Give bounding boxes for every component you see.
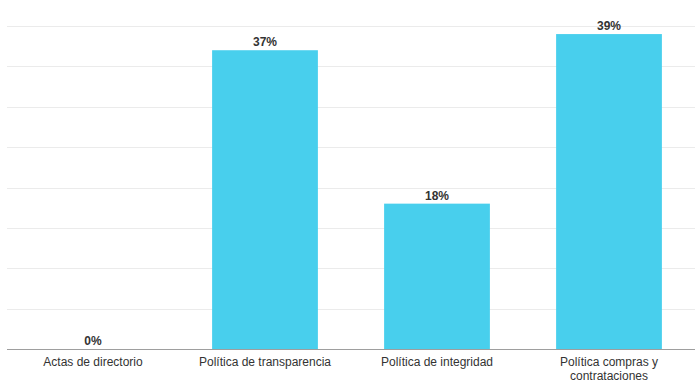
bars	[212, 34, 662, 349]
data-label: 39%	[597, 19, 621, 33]
grid-line	[7, 349, 695, 350]
data-label: 18%	[425, 189, 449, 203]
grid	[7, 27, 695, 350]
chart: 0% 37% 18% 39% Actas de directorio Política d…	[0, 0, 697, 391]
category-label: Política de transparencia	[199, 355, 331, 369]
grid-line	[7, 26, 695, 27]
category-label: Política de integridad	[381, 355, 493, 369]
bar	[212, 50, 318, 349]
category-label: Política compras ycontrataciones	[560, 355, 658, 383]
bar	[40, 349, 146, 350]
data-label: 37%	[253, 35, 277, 49]
category-label: Actas de directorio	[43, 355, 143, 369]
bar	[384, 204, 490, 349]
bar	[556, 34, 662, 349]
data-label: 0%	[84, 334, 102, 348]
